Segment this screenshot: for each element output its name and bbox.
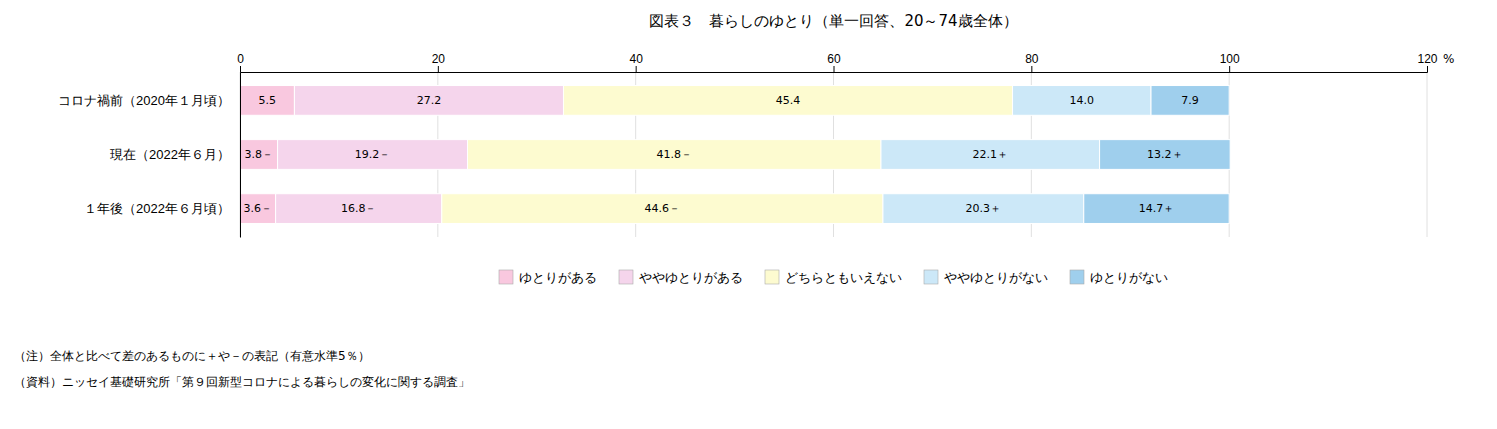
x-tick-label: 120 (1417, 52, 1437, 66)
grid-line (1427, 72, 1428, 237)
x-tick-mark (438, 66, 439, 72)
x-tick-mark (834, 66, 835, 72)
bar-segment (883, 194, 1084, 224)
y-axis-line (240, 73, 241, 238)
data-label: 22.1＋ (973, 148, 1009, 161)
data-label: 19.2－ (355, 148, 391, 161)
legend-label: ややゆとりがない (944, 270, 1048, 285)
x-tick: 20 (432, 52, 446, 72)
data-label: 14.7＋ (1139, 202, 1175, 215)
x-tick-label: 0 (237, 52, 244, 66)
title: 図表３ 暮らしのゆとり（単一回答、20～74歳全体） (649, 12, 1017, 30)
data-label: 14.0 (1070, 94, 1095, 107)
legend-swatch (619, 270, 633, 284)
bar-segment (294, 86, 563, 116)
y-tick-label: 現在（2022年６月） (110, 147, 230, 162)
x-tick-mark (1031, 66, 1032, 72)
bar-segment (881, 140, 1100, 170)
data-label: 3.8－ (245, 148, 274, 161)
x-axis-line (241, 66, 1428, 73)
legend-item: ややゆとりがある (619, 270, 743, 285)
data-label: 13.2＋ (1147, 148, 1183, 161)
grid (240, 72, 1427, 237)
legend-item: ややゆとりがない (924, 270, 1048, 285)
x-tick: 100 (1220, 52, 1240, 72)
x-tick-label: 80 (1025, 52, 1039, 66)
data-labels: 5.5 3.8－ 3.6－ 27.2 19.2－ 16.8－ 45.4 41.8－ 44.6－ 1… (244, 94, 1199, 215)
legend-label: ゆとりがない (1090, 270, 1168, 285)
legend: ゆとりがある ややゆとりがある どちらともいえない ややゆとりがない ゆとりがない (499, 270, 1168, 285)
data-label: 16.8－ (341, 202, 377, 215)
legend-swatch (924, 270, 938, 284)
x-tick-label: 60 (827, 52, 841, 66)
note: （資料）ニッセイ基礎研究所「第９回新型コロナによる暮らしの変化に関する調査」 (14, 375, 470, 389)
x-tick: 60 (827, 52, 841, 72)
y-tick-label: コロナ禍前（2020年１月頃） (58, 93, 230, 108)
x-axis: 0 20 40 60 80 100 120 (237, 52, 1438, 73)
x-tick-label: 40 (629, 52, 643, 66)
bar-segment (563, 86, 1012, 116)
x-tick-mark (636, 66, 637, 72)
x-tick-label: 20 (432, 52, 446, 66)
y-axis: コロナ禍前（2020年１月頃） 現在（2022年６月） １年後（2022年６月頃） (58, 73, 240, 238)
grid-line (240, 72, 241, 237)
bar-segment (1100, 140, 1231, 170)
data-label: 44.6－ (645, 202, 681, 215)
plot: 5.5 3.8－ 3.6－ 27.2 19.2－ 16.8－ 45.4 41.8－ 44.6－ 1… (58, 52, 1454, 238)
x-axis-label: % (1443, 52, 1454, 66)
data-label: 7.9 (1181, 94, 1199, 107)
x-tick: 80 (1025, 52, 1039, 72)
legend-label: どちらともいえない (785, 270, 902, 285)
legend-swatch (765, 270, 779, 284)
data-label: 3.6－ (244, 202, 273, 215)
y-tick-label: １年後（2022年６月頃） (84, 201, 230, 216)
bar-segment (1084, 194, 1229, 224)
legend-label: ややゆとりがある (639, 270, 743, 285)
data-label: 20.3＋ (966, 202, 1002, 215)
data-label: 5.5 (258, 94, 276, 107)
bar-segment (468, 140, 881, 170)
bar-segment (240, 86, 294, 116)
legend-item: どちらともいえない (765, 270, 902, 285)
x-tick: 0 (237, 52, 244, 72)
legend-swatch (499, 270, 513, 284)
bar-segment (278, 140, 468, 170)
chart: 図表３ 暮らしのゆとり（単一回答、20～74歳全体） 5.5 3.8－ 3.6－ 27.… (0, 0, 1497, 429)
x-tick-mark (240, 66, 241, 72)
data-label: 41.8－ (656, 148, 692, 161)
x-tick-mark (1229, 66, 1230, 72)
bar-segment (276, 194, 442, 224)
y-tick: コロナ禍前（2020年１月頃） (58, 93, 230, 108)
x-tick: 120 (1417, 52, 1437, 72)
data-label: 45.4 (776, 94, 801, 107)
bar-segment (240, 194, 276, 224)
y-tick: 現在（2022年６月） (110, 147, 230, 162)
series (1084, 86, 1230, 224)
legend-label: ゆとりがある (519, 270, 597, 285)
bar-segment (1151, 86, 1229, 116)
y-tick: １年後（2022年６月頃） (84, 201, 230, 216)
legend-item: ゆとりがない (1070, 270, 1168, 285)
x-tick-mark (1427, 66, 1428, 72)
data-label: 27.2 (417, 94, 442, 107)
bars (240, 86, 1230, 224)
legend-swatch (1070, 270, 1084, 284)
x-tick: 40 (629, 52, 643, 72)
bar-segment (240, 140, 278, 170)
legend-item: ゆとりがある (499, 270, 597, 285)
bar-segment (1013, 86, 1151, 116)
x-tick-label: 100 (1220, 52, 1240, 66)
note: （注）全体と比べて差のあるものに＋や－の表記（有意水準5％） (14, 349, 370, 363)
bar-segment (442, 194, 883, 224)
